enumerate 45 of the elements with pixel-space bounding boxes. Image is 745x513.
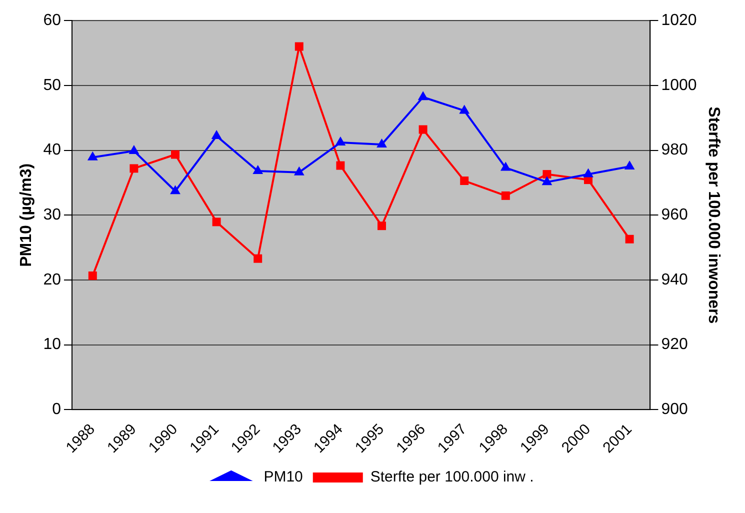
point — [501, 191, 510, 200]
y-tick-label: 20 — [43, 271, 62, 288]
point — [378, 222, 386, 230]
point — [625, 234, 634, 244]
point — [294, 166, 304, 176]
y-tick-label: 50 — [43, 76, 62, 94]
point — [418, 91, 428, 100]
point — [130, 164, 138, 173]
point — [542, 176, 552, 186]
legend-label: PM10 — [264, 468, 303, 486]
point — [460, 176, 469, 186]
point — [418, 125, 428, 134]
point — [212, 218, 221, 226]
point — [294, 42, 304, 51]
point — [170, 185, 180, 194]
y-tick-label: 10 — [43, 336, 62, 354]
legend-label: Sterfte per 100.000 inw . — [370, 468, 534, 486]
point — [583, 168, 594, 178]
point — [128, 144, 140, 154]
point — [335, 136, 346, 146]
y2-tick-label: 1020 — [661, 12, 697, 30]
point — [336, 161, 345, 170]
y2-tick-label: 900 — [661, 401, 688, 418]
point — [542, 170, 552, 179]
y2-tick-label: 940 — [661, 271, 688, 288]
point — [171, 150, 180, 159]
point — [254, 254, 262, 263]
point — [211, 130, 222, 140]
y2-tick-label: 1000 — [661, 76, 697, 94]
y2-tick-label: 960 — [661, 206, 688, 224]
y-tick-label: 30 — [43, 206, 62, 224]
y-tick-label: 0 — [52, 401, 62, 418]
point — [459, 104, 470, 114]
y2-tick-label: 980 — [661, 142, 688, 159]
y-tick-label: 40 — [43, 142, 62, 159]
point — [252, 165, 264, 174]
point — [500, 162, 511, 171]
point — [624, 160, 635, 170]
y2-tick-label: 920 — [661, 336, 688, 354]
point — [87, 151, 98, 160]
point — [376, 138, 387, 148]
y-axis-title: PM10 (µg/m3) — [18, 163, 36, 267]
y2-axis-title: Sterfte per 100.000 inwoners — [704, 106, 722, 324]
point — [88, 272, 97, 280]
y-tick-label: 60 — [43, 12, 62, 30]
